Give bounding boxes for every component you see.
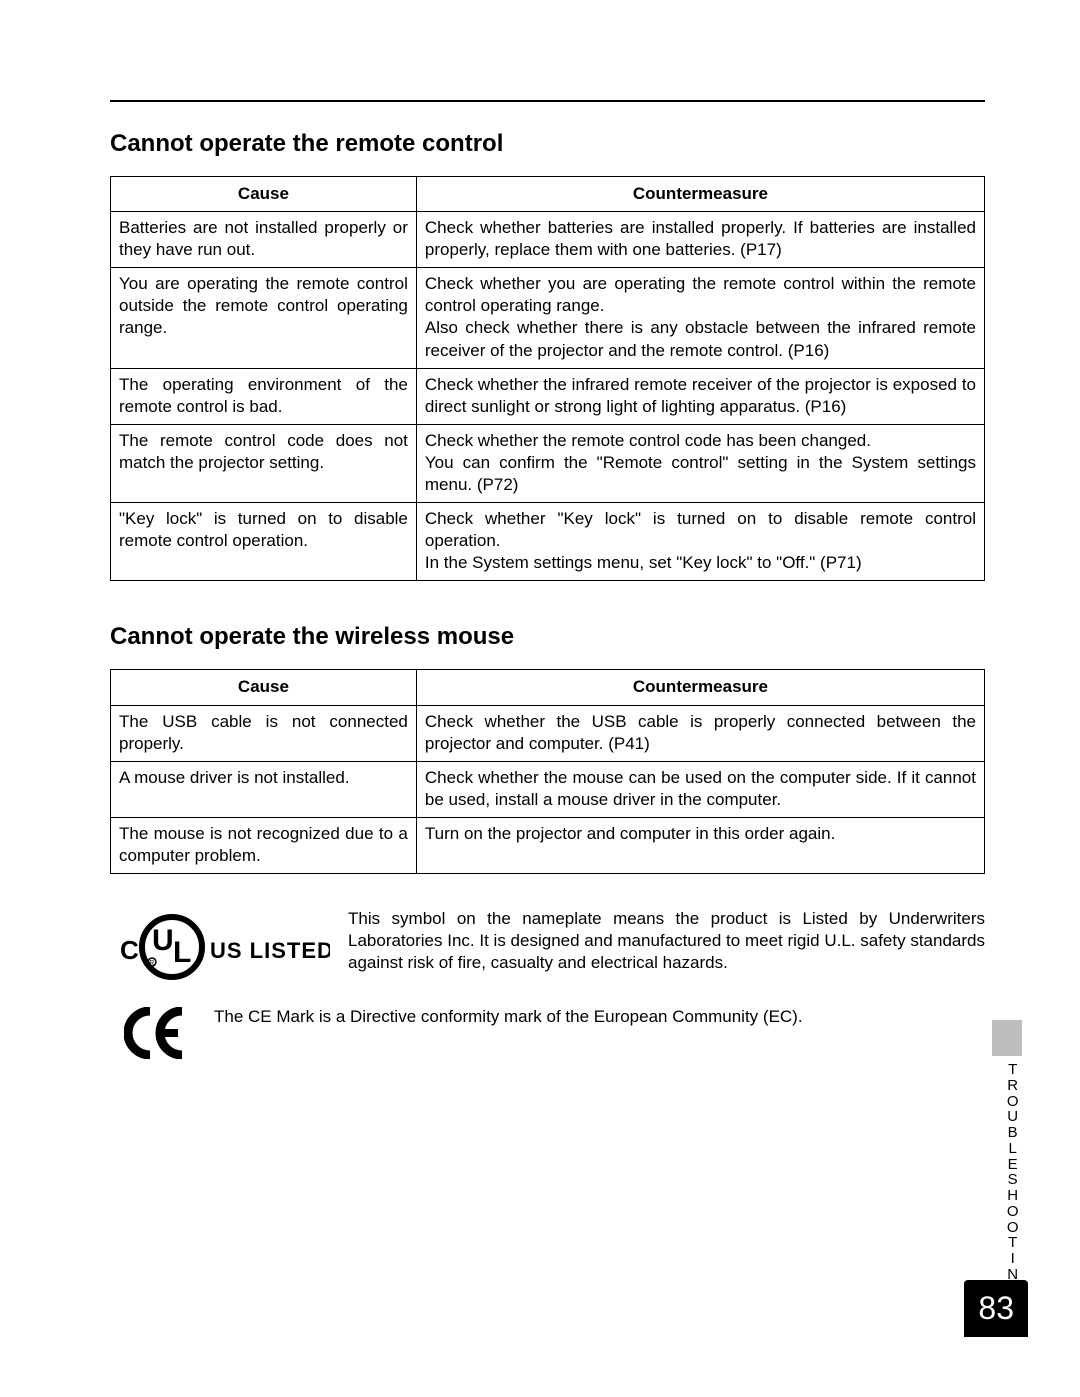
ul-listed-text: US LISTED	[210, 938, 330, 963]
table-row: The mouse is not recognized due to a com…	[111, 817, 985, 873]
col-header-cause: Cause	[111, 670, 417, 705]
svg-text:C: C	[120, 935, 139, 965]
cell-cause: Batteries are not installed properly or …	[111, 212, 417, 268]
cell-cm: Check whether the USB cable is properly …	[416, 705, 984, 761]
cell-cm: Check whether the infrared remote receiv…	[416, 368, 984, 424]
table-wireless-mouse: Cause Countermeasure The USB cable is no…	[110, 669, 985, 874]
ul-listed-block: C U L R US LISTED This symbol on the nam…	[110, 908, 985, 986]
cell-cause: "Key lock" is turned on to disable remot…	[111, 503, 417, 581]
col-header-cause: Cause	[111, 177, 417, 212]
ce-mark-block: The CE Mark is a Directive conformity ma…	[110, 1004, 985, 1062]
cell-cause: A mouse driver is not installed.	[111, 761, 417, 817]
cell-cm: Check whether batteries are installed pr…	[416, 212, 984, 268]
svg-text:R: R	[149, 960, 154, 967]
table-row: "Key lock" is turned on to disable remot…	[111, 503, 985, 581]
ce-mark-icon	[120, 1004, 192, 1062]
cell-cm: Check whether you are operating the remo…	[416, 268, 984, 368]
table-row: The operating environment of the remote …	[111, 368, 985, 424]
table-remote-control: Cause Countermeasure Batteries are not i…	[110, 176, 985, 581]
table-row: The remote control code does not match t…	[111, 424, 985, 502]
page-content: Cannot operate the remote control Cause …	[0, 0, 1080, 1062]
svg-text:U: U	[152, 924, 174, 957]
svg-text:L: L	[173, 936, 191, 969]
col-header-countermeasure: Countermeasure	[416, 670, 984, 705]
cell-cause: The mouse is not recognized due to a com…	[111, 817, 417, 873]
cell-cause: The operating environment of the remote …	[111, 368, 417, 424]
section-tab-label: TROUBLESHOOTING	[1007, 1062, 1019, 1298]
top-rule	[110, 100, 985, 102]
table-row: Batteries are not installed properly or …	[111, 212, 985, 268]
ul-listed-icon: C U L R US LISTED	[110, 908, 330, 986]
cell-cause: You are operating the remote control out…	[111, 268, 417, 368]
cell-cm: Check whether the mouse can be used on t…	[416, 761, 984, 817]
section-tab	[992, 1020, 1022, 1056]
table-row: A mouse driver is not installed. Check w…	[111, 761, 985, 817]
cell-cm: Turn on the projector and computer in th…	[416, 817, 984, 873]
section1-heading: Cannot operate the remote control	[110, 130, 985, 158]
cell-cm: Check whether "Key lock" is turned on to…	[416, 503, 984, 581]
cell-cm: Check whether the remote control code ha…	[416, 424, 984, 502]
col-header-countermeasure: Countermeasure	[416, 177, 984, 212]
table-row: The USB cable is not connected properly.…	[111, 705, 985, 761]
ce-mark-text: The CE Mark is a Directive conformity ma…	[214, 1004, 803, 1028]
section2-heading: Cannot operate the wireless mouse	[110, 623, 985, 651]
cell-cause: The remote control code does not match t…	[111, 424, 417, 502]
cell-cause: The USB cable is not connected properly.	[111, 705, 417, 761]
table-row: You are operating the remote control out…	[111, 268, 985, 368]
ul-listed-text: This symbol on the nameplate means the p…	[348, 908, 985, 974]
page-number: 83	[964, 1280, 1028, 1337]
